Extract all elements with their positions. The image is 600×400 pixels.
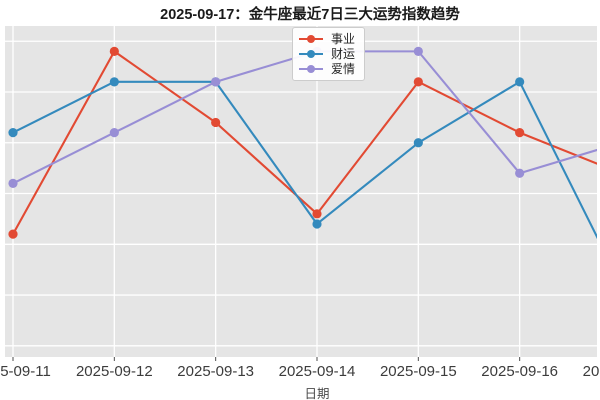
wealth-marker-2025-09-16 xyxy=(515,77,525,87)
love-marker-2025-09-16 xyxy=(515,168,525,178)
love-marker-2025-09-12 xyxy=(109,128,119,138)
legend-label-career: 事业 xyxy=(331,31,356,46)
wealth-marker-2025-09-15 xyxy=(413,138,423,148)
career-line xyxy=(8,46,597,239)
x-tick-label-2025-09-17: 2025-09-17 xyxy=(582,363,600,380)
legend-item-career: 事业 xyxy=(298,32,355,46)
legend-item-love: 爱情 xyxy=(298,62,355,76)
love-marker-2025-09-13 xyxy=(211,77,221,87)
wealth-marker-2025-09-12 xyxy=(109,77,119,87)
career-marker-2025-09-11 xyxy=(8,229,18,239)
x-tick-label-2025-09-13: 2025-09-13 xyxy=(177,363,255,380)
love-marker-2025-09-15 xyxy=(413,46,423,56)
chart-title: 2025-09-17：金牛座最近7日三大运势指数趋势 xyxy=(160,7,460,23)
love-marker-2025-09-11 xyxy=(8,178,18,188)
legend-label-wealth: 财运 xyxy=(331,46,356,61)
career-marker-2025-09-12 xyxy=(109,46,119,56)
chart-legend: 事业 财运 爱情 xyxy=(292,27,366,81)
wealth-marker-2025-09-11 xyxy=(8,128,18,138)
career-marker-2025-09-16 xyxy=(515,128,525,138)
wealth-marker-2025-09-14 xyxy=(312,219,322,229)
love-legend-marker-icon xyxy=(299,65,323,73)
x-tick-label-2025-09-12: 2025-09-12 xyxy=(75,363,153,380)
x-tick-label-2025-09-15: 2025-09-15 xyxy=(379,363,457,380)
x-tick-label-2025-09-11: 2025-09-11 xyxy=(0,363,51,380)
wealth-legend-marker-icon xyxy=(299,50,323,58)
x-axis-ticks xyxy=(12,357,521,361)
legend-label-love: 爱情 xyxy=(331,61,356,76)
career-marker-2025-09-13 xyxy=(211,117,221,128)
x-tick-label-2025-09-16: 2025-09-16 xyxy=(481,363,559,380)
plot-background xyxy=(5,26,597,357)
gridlines xyxy=(5,26,597,357)
x-axis-title: 日期 xyxy=(304,387,330,400)
career-marker-2025-09-15 xyxy=(413,77,423,87)
career-marker-2025-09-14 xyxy=(312,209,322,219)
legend-item-wealth: 财运 xyxy=(298,47,355,61)
x-tick-label-2025-09-14: 2025-09-14 xyxy=(278,363,356,380)
career-legend-marker-icon xyxy=(299,35,323,43)
